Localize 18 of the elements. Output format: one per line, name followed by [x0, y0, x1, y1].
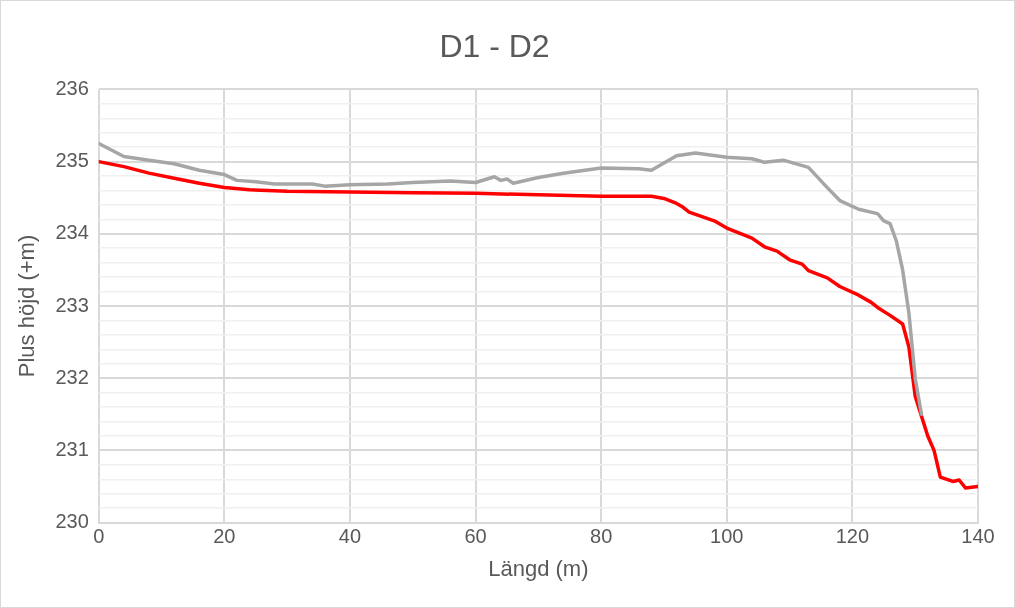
- x-tick-label: 60: [464, 525, 487, 548]
- x-tick-label: 120: [835, 525, 870, 548]
- y-tick-label: 232: [55, 365, 89, 388]
- x-axis-title: Längd (m): [488, 555, 589, 581]
- x-tick-label: 80: [590, 525, 613, 548]
- y-tick-label: 234: [55, 221, 89, 244]
- chart-title: D1 - D2: [439, 28, 550, 65]
- y-tick-label: 235: [55, 149, 89, 172]
- y-tick-label: 233: [55, 293, 89, 316]
- x-tick-label: 0: [93, 525, 105, 548]
- x-tick-label: 40: [338, 525, 362, 548]
- y-axis-title: Plus höjd (+m): [14, 234, 40, 378]
- y-tick-label: 236: [55, 76, 89, 99]
- x-tick-label: 140: [961, 525, 995, 548]
- y-tick-label: 231: [55, 437, 89, 460]
- x-tick-label: 100: [710, 525, 744, 548]
- x-tick-label: 20: [213, 525, 236, 548]
- y-tick-label: 230: [55, 510, 89, 533]
